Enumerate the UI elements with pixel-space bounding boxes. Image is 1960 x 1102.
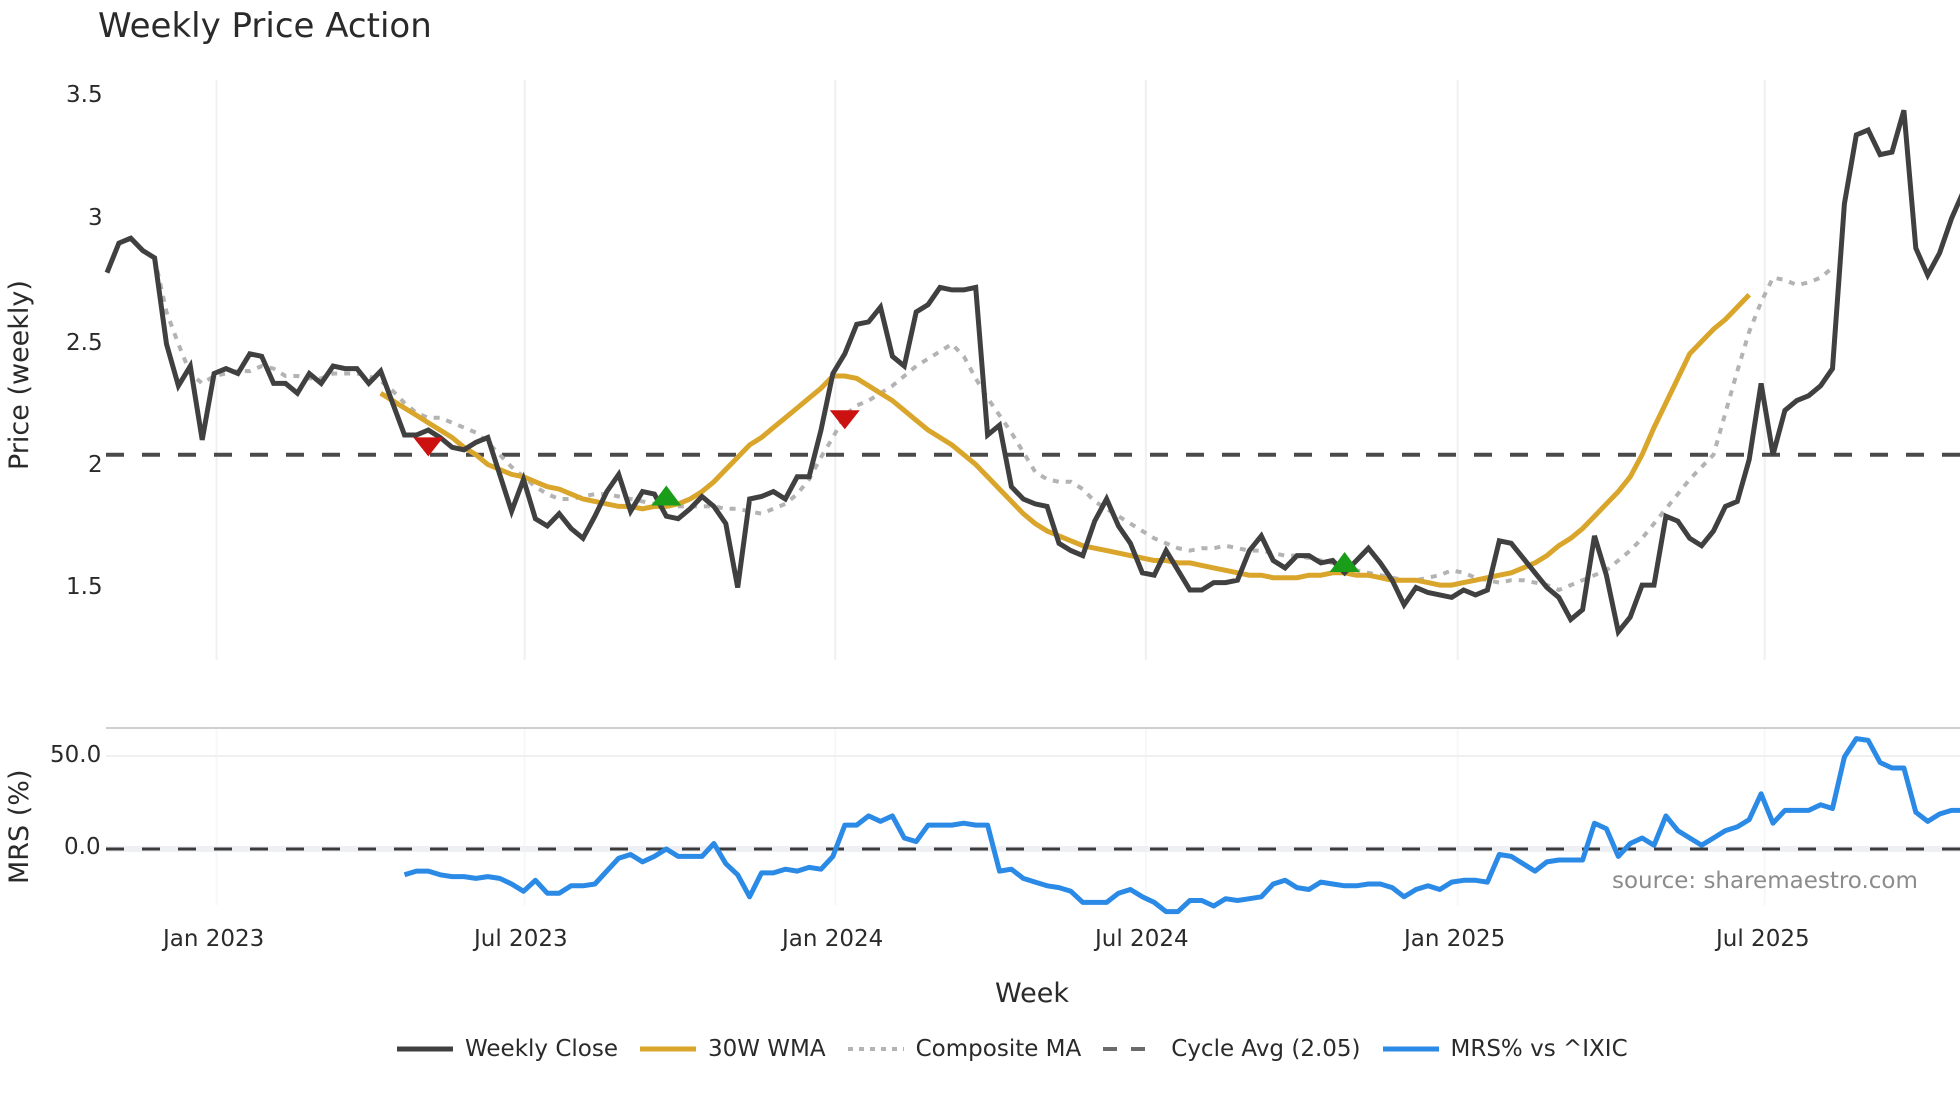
legend-item-cycle-avg[interactable]: Cycle Avg (2.05) xyxy=(1101,1036,1361,1062)
legend-item-weekly-close[interactable]: Weekly Close xyxy=(395,1036,618,1062)
30w-wma-line xyxy=(379,293,1751,588)
mrs-tick-0: 0.0 xyxy=(64,834,101,860)
mrs-axis-label: MRS (%) xyxy=(4,769,35,885)
legend-label: Weekly Close xyxy=(465,1036,618,1062)
legend-label: 30W WMA xyxy=(707,1036,826,1062)
sell-signal-down-triangle-icon xyxy=(829,410,860,430)
x-tick-jan-2023: Jan 2023 xyxy=(163,926,265,952)
x-axis-label: Week xyxy=(995,978,1069,1009)
sell-signal-down-triangle-icon xyxy=(413,437,444,457)
mrs-line xyxy=(403,736,1960,915)
signal-markers xyxy=(413,410,1360,572)
legend-item-composite-ma[interactable]: Composite MA xyxy=(846,1036,1082,1062)
buy-signal-up-triangle-icon xyxy=(1329,551,1360,572)
x-tick-jul-2024: Jul 2024 xyxy=(1095,926,1189,952)
mrs-tick-50: 50.0 xyxy=(50,742,102,768)
mrs-series xyxy=(106,736,1960,915)
weekly-close-line xyxy=(104,109,1960,638)
solid-line-icon xyxy=(397,1046,453,1052)
price-tick-2: 2 xyxy=(88,452,103,478)
buy-signal-up-triangle-icon xyxy=(651,485,682,506)
legend-item-30w-wma[interactable]: 30W WMA xyxy=(638,1036,826,1062)
price-tick-3-5: 3.5 xyxy=(66,82,103,108)
price-tick-1-5: 1.5 xyxy=(66,574,103,600)
source-note: source: sharemaestro.com xyxy=(1612,868,1918,894)
x-tick-jan-2024: Jan 2024 xyxy=(782,926,884,952)
x-tick-jan-2025: Jan 2025 xyxy=(1404,926,1506,952)
price-axis-label: Price (weekly) xyxy=(4,280,35,470)
price-tick-2-5: 2.5 xyxy=(66,330,103,356)
dashed-line-icon xyxy=(1103,1047,1160,1051)
legend-label: Composite MA xyxy=(915,1036,1082,1062)
legend-item-mrs[interactable]: MRS% vs ^IXIC xyxy=(1381,1036,1628,1062)
composite-ma-line xyxy=(152,257,1834,593)
solid-line-icon xyxy=(1382,1046,1439,1052)
legend: Weekly Close 30W WMA Composite MA Cycle … xyxy=(395,1036,1648,1062)
solid-line-icon xyxy=(639,1046,696,1052)
chart-title: Weekly Price Action xyxy=(98,6,432,46)
x-tick-jul-2023: Jul 2023 xyxy=(474,926,568,952)
legend-label: Cycle Avg (2.05) xyxy=(1171,1036,1361,1062)
vertical-gridlines xyxy=(215,80,1766,905)
price-tick-3: 3 xyxy=(88,205,103,231)
dotted-line-icon xyxy=(847,1047,904,1051)
price-series xyxy=(104,109,1960,638)
x-tick-jul-2025: Jul 2025 xyxy=(1716,926,1810,952)
legend-label: MRS% vs ^IXIC xyxy=(1450,1036,1628,1062)
